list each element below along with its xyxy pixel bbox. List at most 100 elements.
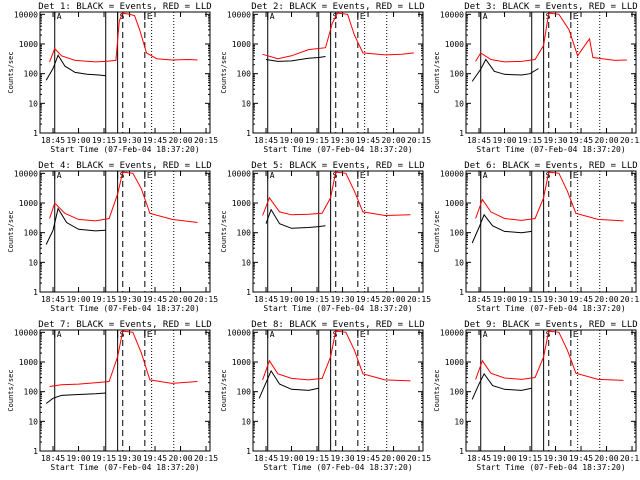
x-axis-label: Start Time (07-Feb-04 18:37:20) — [50, 304, 199, 313]
x-tick-label: 19:45 — [569, 295, 593, 304]
y-tick-label: 1000 — [445, 358, 464, 367]
y-tick-label: 1 — [246, 129, 251, 138]
flag-label-e: E — [360, 330, 365, 339]
x-tick-label: 18:45 — [467, 136, 491, 145]
flag-label-e: E — [360, 171, 365, 180]
y-tick-label: 1000 — [445, 40, 464, 49]
flag-label-e: E — [147, 330, 152, 339]
y-tick-label: 1 — [459, 447, 464, 456]
x-tick-label: 20:00 — [381, 136, 405, 145]
panel-title: Det 3: BLACK = Events, RED = LLD — [464, 2, 637, 12]
detector-panel-4: Det 4: BLACK = Events, RED = LLD 1 10 100 10… — [7, 161, 218, 313]
axes-frame — [39, 11, 211, 134]
lld-series-line — [262, 171, 411, 217]
events-series-line — [265, 208, 326, 229]
axes-frame — [252, 329, 424, 452]
y-tick-label: 10000 — [14, 10, 38, 19]
x-tick-label: 19:45 — [569, 454, 593, 463]
flag-label-e: E — [147, 171, 152, 180]
flag-label-e: E — [573, 171, 578, 180]
x-tick-label: 19:15 — [518, 454, 542, 463]
y-tick-label: 1000 — [232, 358, 251, 367]
flag-label-a: A — [483, 330, 488, 339]
x-tick-label: 18:45 — [254, 454, 278, 463]
y-tick-label: 10 — [28, 417, 38, 426]
y-tick-label: 100 — [24, 70, 39, 79]
y-tick-label: 10000 — [14, 328, 38, 337]
x-axis-label: Start Time (07-Feb-04 18:37:20) — [263, 463, 412, 472]
x-tick-label: 19:15 — [305, 136, 329, 145]
x-tick-label: 18:45 — [467, 454, 491, 463]
x-tick-label: 20:15 — [407, 295, 431, 304]
y-tick-label: 100 — [237, 388, 252, 397]
panel-title: Det 8: BLACK = Events, RED = LLD — [251, 320, 424, 330]
y-tick-label: 10 — [28, 258, 38, 267]
x-tick-label: 20:00 — [594, 136, 618, 145]
y-tick-label: 10 — [241, 417, 251, 426]
y-axis-label: Counts/sec — [7, 369, 15, 411]
panel-title: Det 6: BLACK = Events, RED = LLD — [464, 161, 637, 171]
flag-label-e: E — [360, 12, 365, 21]
x-tick-label: 19:15 — [92, 295, 116, 304]
y-tick-label: 10000 — [227, 10, 251, 19]
flag-label-s: S — [333, 12, 338, 21]
x-tick-label: 20:15 — [620, 136, 640, 145]
x-tick-label: 19:45 — [356, 454, 380, 463]
y-tick-label: 10000 — [14, 169, 38, 178]
x-tick-label: 20:15 — [194, 454, 218, 463]
y-tick-label: 1000 — [232, 199, 251, 208]
x-axis-label: Start Time (07-Feb-04 18:37:20) — [50, 145, 199, 154]
flag-label-e: E — [147, 12, 152, 21]
y-tick-label: 100 — [24, 388, 39, 397]
x-tick-label: 19:45 — [569, 136, 593, 145]
x-tick-label: 18:45 — [254, 136, 278, 145]
x-tick-label: 18:45 — [41, 454, 65, 463]
lld-series-line — [262, 330, 411, 382]
x-tick-label: 19:15 — [518, 136, 542, 145]
x-tick-label: 20:15 — [194, 136, 218, 145]
x-tick-label: 19:45 — [143, 454, 167, 463]
x-tick-label: 19:00 — [66, 454, 90, 463]
detector-panel-9: Det 9: BLACK = Events, RED = LLD 1 10 100 10… — [433, 320, 640, 472]
flag-label-s: S — [120, 12, 125, 21]
x-tick-label: 20:00 — [381, 454, 405, 463]
x-axis-label: Start Time (07-Feb-04 18:37:20) — [476, 463, 625, 472]
detector-panel-1: Det 1: BLACK = Events, RED = LLD 1 10 100 10… — [7, 2, 218, 154]
lld-series-line — [475, 171, 624, 222]
flag-label-a: A — [57, 12, 62, 21]
detector-panel-5: Det 5: BLACK = Events, RED = LLD 1 10 100 10… — [220, 161, 431, 313]
x-tick-label: 20:15 — [620, 295, 640, 304]
y-tick-label: 100 — [450, 388, 465, 397]
y-tick-label: 1000 — [19, 358, 38, 367]
y-tick-label: 10 — [454, 258, 464, 267]
x-tick-label: 19:45 — [143, 295, 167, 304]
x-tick-label: 18:45 — [41, 295, 65, 304]
x-tick-label: 20:00 — [594, 295, 618, 304]
x-tick-label: 19:15 — [92, 136, 116, 145]
x-axis-label: Start Time (07-Feb-04 18:37:20) — [50, 463, 199, 472]
x-tick-label: 19:30 — [543, 136, 567, 145]
flag-label-a: A — [57, 330, 62, 339]
x-tick-label: 19:30 — [117, 454, 141, 463]
lld-series-line — [262, 12, 414, 60]
x-axis-label: Start Time (07-Feb-04 18:37:20) — [476, 304, 625, 313]
x-tick-label: 19:00 — [492, 295, 516, 304]
x-tick-label: 19:30 — [117, 295, 141, 304]
events-series-line — [45, 207, 106, 245]
x-tick-label: 19:00 — [492, 136, 516, 145]
flag-label-a: A — [270, 12, 275, 21]
events-series-line — [471, 58, 539, 82]
y-axis-label: Counts/sec — [433, 210, 441, 252]
y-axis-label: Counts/sec — [7, 51, 15, 93]
x-tick-label: 19:00 — [492, 454, 516, 463]
flag-label-e: E — [573, 12, 578, 21]
x-axis-label: Start Time (07-Feb-04 18:37:20) — [476, 145, 625, 154]
x-tick-label: 19:00 — [66, 295, 90, 304]
events-series-line — [471, 213, 532, 244]
panel-title: Det 1: BLACK = Events, RED = LLD — [38, 2, 211, 12]
x-tick-label: 19:30 — [330, 295, 354, 304]
y-axis-label: Counts/sec — [220, 51, 228, 93]
axes-frame — [465, 11, 637, 134]
axes-frame — [39, 329, 211, 452]
